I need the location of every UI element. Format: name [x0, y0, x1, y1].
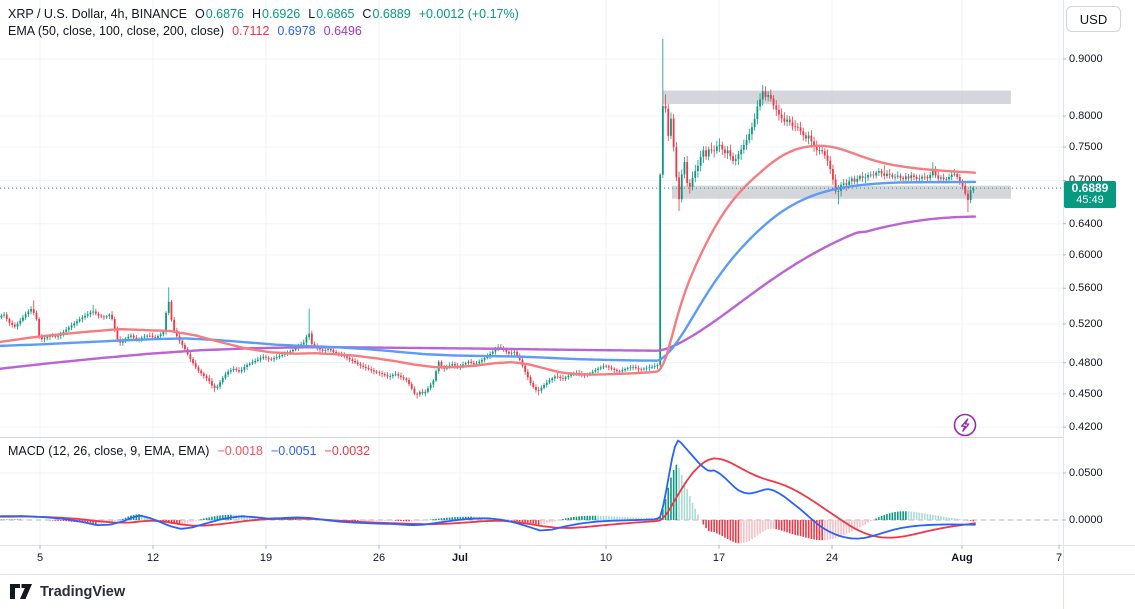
symbol-legend[interactable]: XRP / U.S. Dollar, 4h, BINANCE O 0.6876 H…: [8, 7, 519, 21]
currency-toggle-button[interactable]: USD: [1066, 6, 1121, 32]
macd-title: MACD (12, 26, close, 9, EMA, EMA): [8, 444, 210, 458]
ema200-value: 0.6496: [323, 24, 362, 38]
bar-countdown: 45:49: [1076, 194, 1104, 206]
ohlc-low: L 0.6865: [308, 7, 355, 21]
macd-axis-label: 0.0000: [1069, 514, 1103, 526]
ohlc-open: O 0.6876: [195, 7, 244, 21]
macd-line: [0, 439, 976, 540]
macd-hist-value: −0.0018: [217, 444, 263, 458]
price-axis-label: 0.8000: [1069, 109, 1103, 122]
price-axis-label: 0.5200: [1069, 318, 1103, 330]
time-axis-label: 12: [146, 552, 160, 564]
main-pane: [0, 39, 1011, 399]
time-axis-label: 10: [599, 552, 613, 564]
macd-signal-value: −0.0032: [324, 444, 371, 458]
price-axis-label: 0.5600: [1069, 282, 1103, 295]
macd-signal-line: [0, 457, 976, 539]
time-axis-label: 26: [372, 552, 386, 564]
price-axis-label: 0.4500: [1069, 387, 1103, 400]
time-axis-label: 17: [712, 552, 726, 564]
current-price: 0.6889: [1071, 181, 1109, 195]
time-axis-label: 24: [825, 552, 839, 564]
price-zone-band: [672, 185, 1011, 199]
time-axis-label: Jul: [452, 552, 468, 564]
macd-axis-label: 0.0500: [1069, 467, 1103, 479]
ema100-line: [0, 180, 977, 362]
price-axis-label: 0.7500: [1069, 141, 1103, 154]
macd-legend[interactable]: MACD (12, 26, close, 9, EMA, EMA) −0.001…: [8, 444, 370, 458]
ema-legend[interactable]: EMA (50, close, 100, close, 200, close) …: [8, 24, 362, 38]
ema100-value: 0.6978: [277, 24, 316, 38]
price-axis-label: 0.9000: [1069, 53, 1103, 65]
price-zone-band: [663, 90, 1011, 104]
symbol-title: XRP / U.S. Dollar, 4h, BINANCE: [8, 7, 187, 21]
ohlc-high: H 0.6926: [251, 7, 301, 21]
lightning-marker[interactable]: [953, 413, 977, 437]
macd-pane: [0, 439, 1063, 544]
price-axis-label: 0.6400: [1069, 217, 1103, 230]
tradingview-logo[interactable]: TradingView: [10, 583, 125, 600]
ema-title: EMA (50, close, 100, close, 200, close): [8, 24, 225, 38]
price-axis-label: 0.4200: [1069, 421, 1103, 434]
current-price-badge: 0.6889 45:49: [1064, 181, 1116, 208]
macd-line-value: −0.0051: [271, 444, 317, 458]
price-axis-label: 0.6000: [1069, 248, 1103, 261]
candlestick-series: [0, 39, 975, 399]
time-axis-label: 19: [259, 552, 273, 564]
price-axis-label: 0.4800: [1069, 356, 1103, 369]
gridlines: [0, 0, 1063, 545]
ohlc-close: C 0.6889: [362, 7, 411, 21]
tradingview-logo-text: TradingView: [40, 583, 126, 600]
ema200-line: [0, 215, 977, 370]
time-axis-label: Aug: [951, 552, 973, 564]
ema50-line: [0, 144, 977, 376]
ema50-value: 0.7112: [232, 24, 270, 38]
time-axis-label: 5: [36, 552, 44, 564]
tradingview-logo-icon: [10, 584, 32, 599]
time-axis-label: 7: [1055, 552, 1063, 564]
price-change: +0.0012 (+0.17%): [418, 7, 519, 21]
